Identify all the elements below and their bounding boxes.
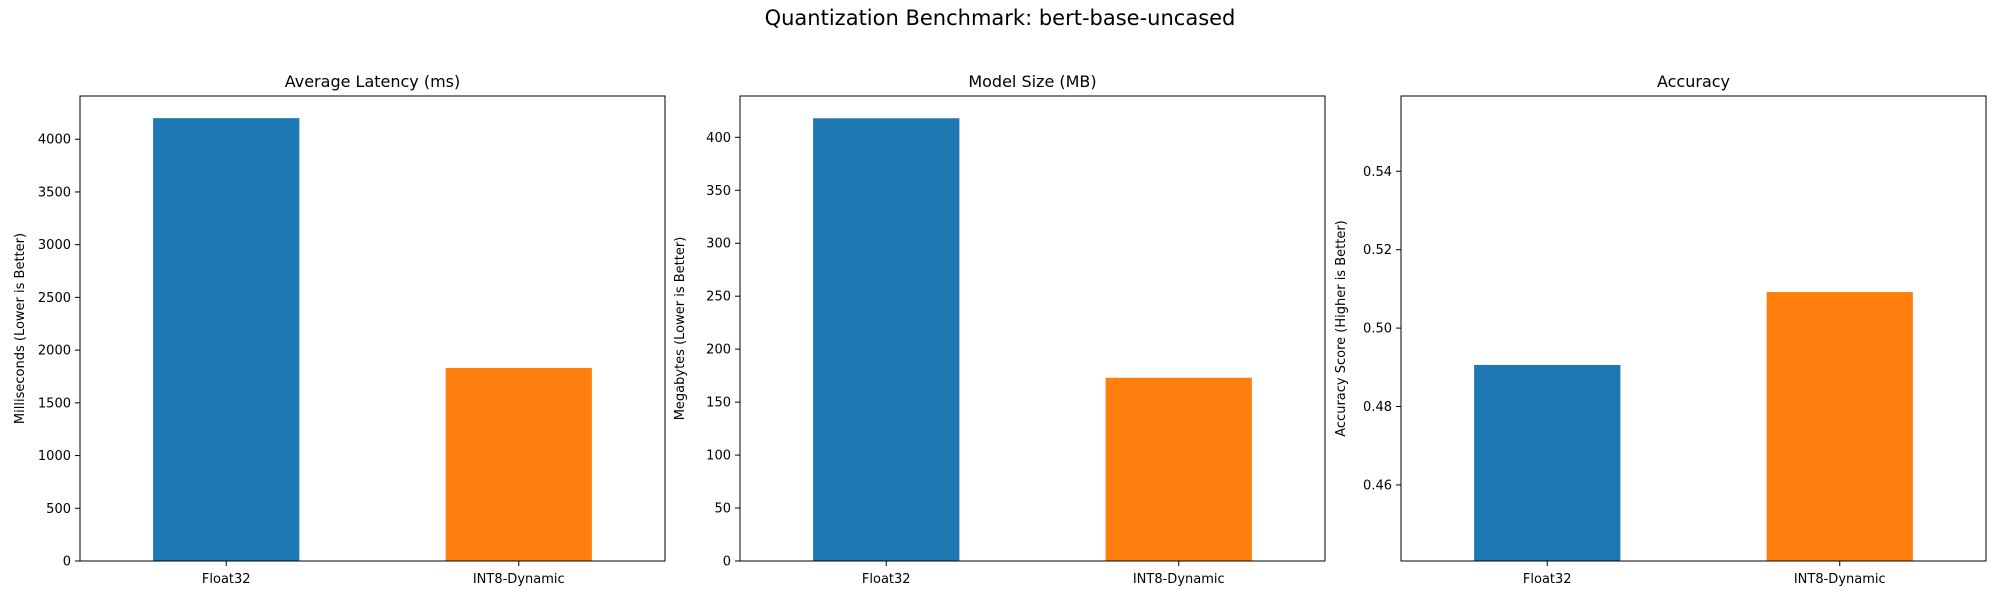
- y-tick-label: 250: [706, 290, 731, 305]
- y-tick-label: 50: [714, 502, 731, 517]
- y-tick-label: 1500: [38, 396, 71, 411]
- chart-title: Accuracy: [1657, 72, 1730, 91]
- y-tick-label: 150: [706, 396, 731, 411]
- chart-panel-1: 0 500 1000 1500 2000 2500 3000 3500 4000 Float32 I…: [13, 72, 666, 587]
- chart-title: Average Latency (ms): [285, 72, 461, 91]
- y-tick-label: 1000: [38, 449, 71, 464]
- chart-title: Model Size (MB): [968, 72, 1096, 91]
- chart-panel-3: 0.46 0.48 0.50 0.52 0.54 Float32 INT8-Dynamic A…: [1334, 72, 1987, 587]
- x-tick-label: Float32: [862, 572, 911, 587]
- y-tick-label: 2000: [38, 344, 71, 359]
- bar-int8-dynamic: [1766, 292, 1913, 561]
- y-axis-label: Megabytes (Lower is Better): [673, 237, 688, 421]
- bar-int8-dynamic: [1105, 377, 1252, 561]
- x-tick-label: Float32: [202, 572, 251, 587]
- y-tick-label: 4000: [38, 133, 71, 148]
- x-tick-label: INT8-Dynamic: [1133, 572, 1225, 587]
- plot-frame: [79, 95, 666, 562]
- bar-float32: [1474, 364, 1621, 561]
- y-tick-label: 0.46: [1363, 478, 1392, 493]
- y-tick-label: 2500: [38, 291, 71, 306]
- y-tick-label: 0.54: [1363, 165, 1392, 180]
- bar-float32: [813, 118, 960, 561]
- y-tick-label: 400: [706, 131, 731, 146]
- x-tick-label: INT8-Dynamic: [473, 572, 565, 587]
- x-tick-label: Float32: [1523, 572, 1572, 587]
- chart-panel-2: 0 50 100 150 200 250 300 350 400 Float32 INT8-Dyna…: [673, 72, 1326, 587]
- y-tick-label: 500: [46, 502, 71, 517]
- bar-float32: [153, 118, 300, 562]
- y-tick-label: 3000: [38, 238, 71, 253]
- y-tick-label: 0: [723, 555, 731, 570]
- y-tick-label: 100: [706, 449, 731, 464]
- y-tick-label: 300: [706, 237, 731, 252]
- y-tick-label: 350: [706, 184, 731, 199]
- y-tick-label: 0.52: [1363, 243, 1392, 258]
- y-tick-label: 0.48: [1363, 400, 1392, 415]
- x-tick-label: INT8-Dynamic: [1794, 572, 1886, 587]
- figure-title: Quantization Benchmark: bert-base-uncase…: [764, 6, 1236, 30]
- bar-int8-dynamic: [445, 368, 592, 561]
- y-tick-label: 200: [706, 343, 731, 358]
- y-tick-label: 0: [63, 555, 71, 570]
- plot-frame: [739, 95, 1326, 562]
- y-axis-label: Milliseconds (Lower is Better): [13, 233, 28, 424]
- y-tick-label: 3500: [38, 185, 71, 200]
- y-axis-label: Accuracy Score (Higher is Better): [1334, 220, 1349, 437]
- y-tick-label: 0.50: [1363, 322, 1392, 337]
